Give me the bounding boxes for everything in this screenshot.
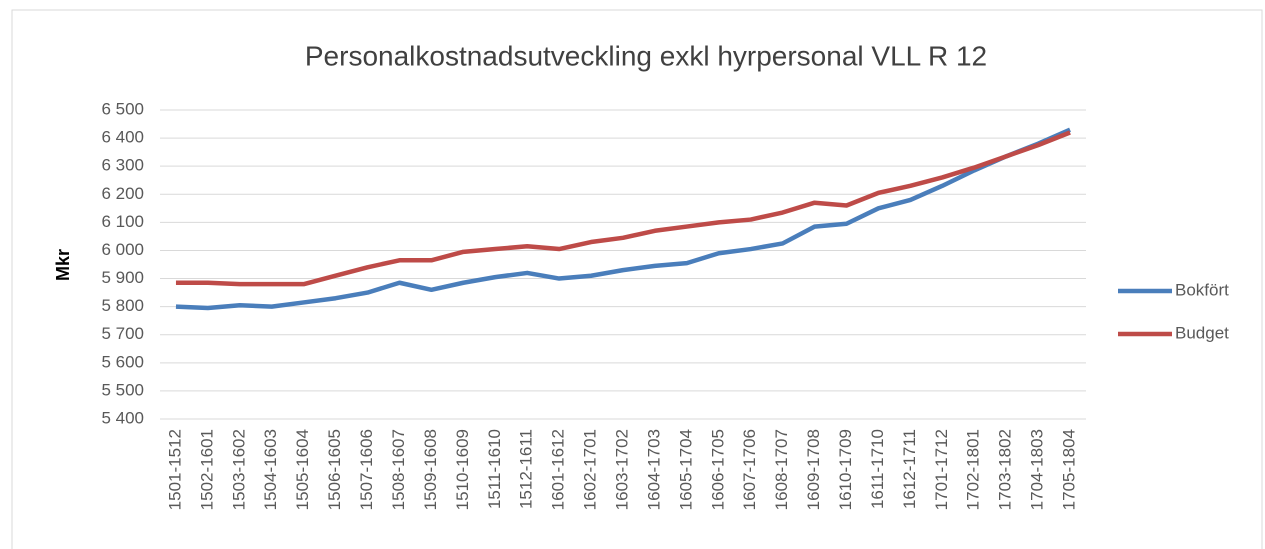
x-tick-label: 1508-1607 [389, 429, 408, 510]
x-tick-label: 1603-1702 [612, 429, 631, 510]
y-tick-label: 6 500 [101, 99, 144, 118]
series-line [175, 127, 1071, 311]
x-tick-label: 1602-1701 [581, 429, 600, 510]
x-tick-label: 1609-1708 [804, 429, 823, 510]
x-tick-label: 1604-1703 [644, 429, 663, 510]
x-tick-label: 1510-1609 [453, 429, 472, 510]
x-tick-label: 1505-1604 [293, 429, 312, 510]
y-tick-label: 5 700 [101, 324, 144, 343]
y-tick-label: 5 600 [101, 352, 144, 371]
x-tick-label: 1610-1709 [836, 429, 855, 510]
y-tick-label: 6 200 [101, 184, 144, 203]
y-tick-label: 6 300 [101, 156, 144, 175]
y-tick-label: 5 800 [101, 296, 144, 315]
x-tick-label: 1705-1804 [1060, 429, 1079, 510]
y-tick-label: 6 400 [101, 128, 144, 147]
x-tick-label: 1503-1602 [229, 429, 248, 510]
x-tick-label: 1501-1512 [165, 429, 184, 510]
series-line [175, 130, 1071, 287]
x-tick-label: 1703-1802 [996, 429, 1015, 510]
legend-label: Bokfört [1175, 280, 1229, 299]
x-tick-label: 1704-1803 [1028, 429, 1047, 510]
legend-label: Budget [1175, 323, 1229, 342]
x-tick-label: 1605-1704 [676, 429, 695, 510]
x-tick-label: 1507-1606 [357, 429, 376, 510]
x-tick-label: 1608-1707 [772, 429, 791, 510]
x-tick-label: 1607-1706 [740, 429, 759, 510]
chart-border [11, 9, 1263, 549]
x-tick-label: 1702-1801 [964, 429, 983, 510]
x-tick-label: 1606-1705 [708, 429, 727, 510]
y-tick-label: 5 900 [101, 268, 144, 287]
x-tick-label: 1504-1603 [261, 429, 280, 510]
y-tick-label: 6 000 [101, 240, 144, 259]
y-tick-label: 5 500 [101, 380, 144, 399]
chart-title: Personalkostnadsutveckling exkl hyrperso… [305, 40, 987, 71]
x-tick-label: 1502-1601 [197, 429, 216, 510]
x-tick-label: 1509-1608 [421, 429, 440, 510]
y-tick-label: 5 400 [101, 408, 144, 427]
x-tick-label: 1601-1612 [549, 429, 568, 510]
x-tick-label: 1611-1710 [868, 429, 887, 509]
x-tick-label: 1512-1611 [517, 429, 536, 509]
x-tick-label: 1511-1610 [485, 429, 504, 509]
x-tick-label: 1701-1712 [932, 429, 951, 510]
x-tick-label: 1506-1605 [325, 429, 344, 510]
x-tick-label: 1612-1711 [900, 429, 919, 509]
y-tick-label: 6 100 [101, 212, 144, 231]
y-axis-label: Mkr [53, 249, 73, 281]
